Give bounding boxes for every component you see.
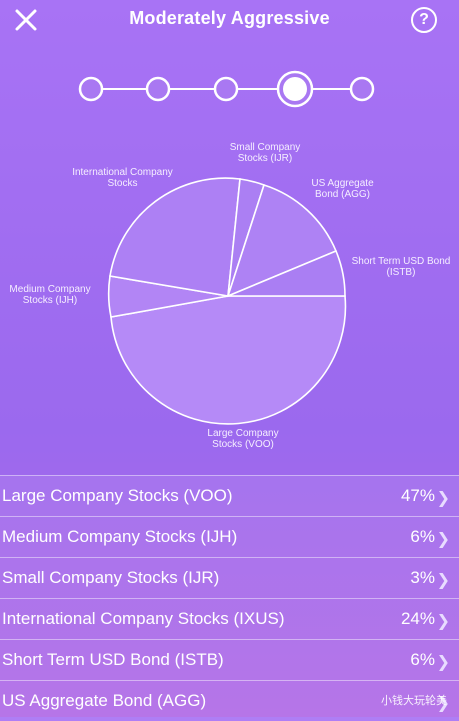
help-icon[interactable]: ? [411, 7, 437, 33]
label-medium: Medium Company Stocks (IJH) [9, 284, 91, 306]
slice-international [109, 177, 241, 297]
step-5[interactable] [349, 76, 375, 102]
list-item[interactable]: Small Company Stocks (IJR) 3% ❯ [0, 557, 459, 598]
list-item[interactable]: Large Company Stocks (VOO) 47% ❯ [0, 475, 459, 516]
chevron-right-icon: ❯ [436, 613, 450, 630]
step-2[interactable] [145, 76, 171, 102]
allocation-name: International Company Stocks (IXUS) [2, 609, 285, 628]
chevron-right-icon: ❯ [436, 572, 450, 589]
label-us-agg: US Aggregate Bond (AGG) [311, 178, 374, 200]
allocation-pie-chart: Small Company Stocks (IJR) US Aggregate … [0, 130, 459, 460]
slice-us-agg [226, 183, 338, 298]
list-item[interactable]: Short Term USD Bond (ISTB) 6% ❯ [0, 639, 459, 680]
risk-level-stepper[interactable] [0, 70, 459, 110]
allocation-list: Large Company Stocks (VOO) 47% ❯ Medium … [0, 475, 459, 721]
header: Moderately Aggressive ? [0, 0, 459, 40]
label-short-term: Short Term USD Bond (ISTB) [351, 256, 451, 278]
step-4-active-inner [283, 77, 307, 101]
step-1[interactable] [78, 76, 104, 102]
list-item[interactable]: International Company Stocks (IXUS) 24% … [0, 598, 459, 639]
allocation-name: Short Term USD Bond (ISTB) [2, 650, 224, 669]
pie-svg [107, 177, 347, 425]
chevron-right-icon: ❯ [436, 654, 450, 671]
allocation-percent: 24% [400, 609, 435, 628]
label-international: International Company Stocks [72, 167, 173, 189]
slice-short-term [227, 249, 346, 297]
allocation-name: Large Company Stocks (VOO) [2, 486, 233, 505]
watermark: 小钱大玩轮美 [381, 695, 447, 707]
close-icon[interactable] [12, 6, 40, 34]
chevron-right-icon: ❯ [436, 490, 450, 507]
list-item[interactable]: US Aggregate Bond (AGG) ❯ [0, 680, 459, 721]
slice-large [110, 295, 347, 425]
chevron-right-icon: ❯ [436, 695, 450, 712]
allocation-name: US Aggregate Bond (AGG) [2, 691, 207, 710]
allocation-name: Small Company Stocks (IJR) [2, 568, 220, 587]
allocation-name: Medium Company Stocks (IJH) [2, 527, 238, 546]
list-item[interactable]: Medium Company Stocks (IJH) 6% ❯ [0, 516, 459, 557]
label-large: Large Company Stocks (VOO) [207, 428, 279, 450]
allocation-percent: 6% [410, 527, 435, 546]
label-small: Small Company Stocks (IJR) [229, 142, 301, 164]
allocation-percent: 6% [410, 650, 435, 669]
chevron-right-icon: ❯ [436, 531, 450, 548]
step-3[interactable] [213, 76, 239, 102]
allocation-percent: 47% [400, 486, 435, 505]
allocation-percent: 3% [410, 568, 435, 587]
page-title: Moderately Aggressive [129, 8, 330, 28]
